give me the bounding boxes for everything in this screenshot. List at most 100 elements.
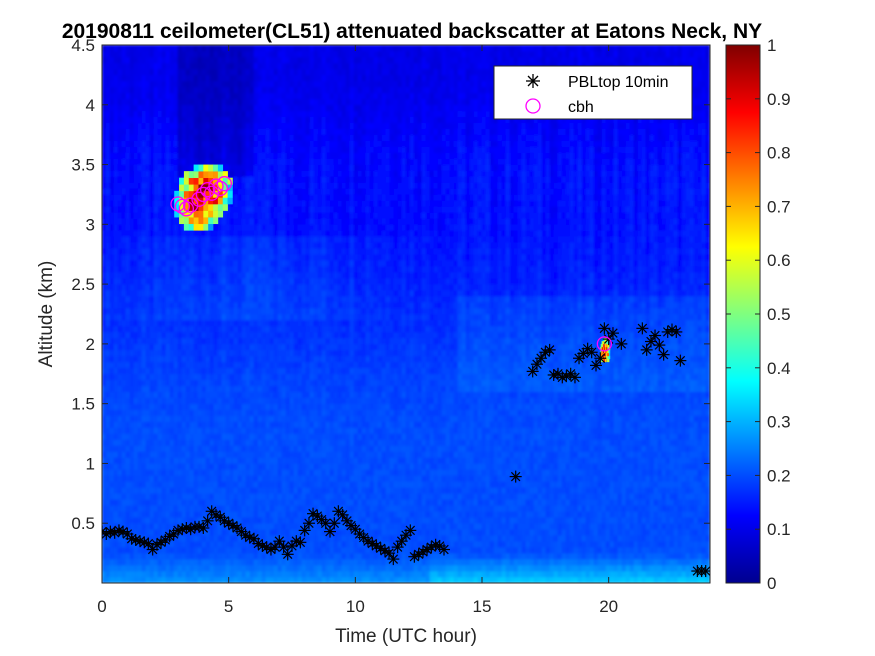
heatmap-cell — [105, 50, 111, 58]
heatmap-cell — [185, 92, 191, 100]
heatmap-cell — [201, 427, 207, 434]
heatmap-cell — [265, 546, 271, 554]
heatmap-cell — [221, 558, 227, 566]
heatmap-cell — [149, 445, 155, 452]
heatmap-cell — [281, 86, 287, 94]
heatmap-cell — [189, 367, 195, 375]
heatmap-cell — [257, 379, 263, 387]
heatmap-cell — [161, 349, 167, 357]
heatmap-cell — [237, 56, 243, 64]
heatmap-cell — [273, 433, 279, 440]
heatmap-cell — [253, 343, 259, 351]
heatmap-cell — [189, 62, 195, 70]
heatmap-cell — [317, 409, 323, 416]
heatmap-cell — [309, 122, 315, 129]
heatmap-cell — [305, 576, 311, 583]
heatmap-cell — [301, 158, 307, 165]
heatmap-cell — [285, 504, 291, 512]
heatmap-cell — [149, 271, 155, 279]
heatmap-cell — [317, 295, 323, 303]
heatmap-cell — [293, 475, 299, 482]
heatmap-cell — [121, 116, 127, 124]
heatmap-cell — [273, 247, 279, 255]
heatmap-cell — [285, 86, 291, 94]
heatmap-cell — [281, 415, 287, 422]
heatmap-cell — [309, 247, 315, 255]
heatmap-cell — [245, 45, 251, 52]
heatmap-cell — [253, 92, 259, 100]
heatmap-cell — [125, 433, 131, 440]
heatmap-cell — [233, 224, 239, 231]
heatmap-cell — [249, 176, 255, 183]
heatmap-cell — [285, 469, 291, 476]
heatmap-cell — [297, 271, 303, 279]
heatmap-cell — [169, 457, 175, 464]
heatmap-cell — [237, 218, 243, 225]
heatmap-cell — [309, 343, 315, 351]
heatmap-cell — [161, 445, 167, 452]
heatmap-cell — [181, 283, 187, 291]
heatmap-cell — [277, 522, 283, 530]
heatmap-cell — [309, 307, 315, 315]
heatmap-cell — [289, 487, 295, 494]
heatmap-cell — [273, 319, 279, 327]
heatmap-cell — [105, 427, 111, 434]
heatmap-cell — [105, 534, 111, 542]
heatmap-cell — [261, 355, 267, 363]
heatmap-cell — [257, 56, 263, 64]
heatmap-cell — [153, 355, 159, 363]
heatmap-cell — [173, 504, 179, 512]
heatmap-cell — [137, 451, 143, 458]
heatmap-cell — [205, 74, 211, 82]
heatmap-cell — [241, 319, 247, 327]
heatmap-cell — [197, 409, 203, 416]
heatmap-cell — [257, 212, 263, 219]
heatmap-cell — [185, 558, 191, 566]
heatmap-cell — [277, 331, 283, 339]
heatmap-cell — [145, 104, 151, 112]
heatmap-cell — [233, 295, 239, 303]
heatmap-cell — [181, 86, 187, 94]
heatmap-cell — [241, 128, 247, 135]
heatmap-cell — [197, 235, 203, 243]
heatmap-cell — [145, 493, 151, 500]
heatmap-cell — [117, 277, 123, 285]
heatmap-cell — [305, 552, 311, 560]
heatmap-cell — [233, 176, 239, 183]
heatmap-cell — [189, 230, 195, 237]
heatmap-cell — [277, 313, 283, 321]
heatmap-cell — [125, 421, 131, 428]
heatmap-cell — [153, 421, 159, 428]
heatmap-cell — [102, 552, 107, 560]
heatmap-cell — [181, 439, 187, 446]
heatmap-cell — [185, 301, 191, 309]
heatmap-cell — [157, 391, 163, 398]
heatmap-cell — [277, 176, 283, 183]
heatmap-cell — [301, 218, 307, 225]
heatmap-cell — [297, 92, 303, 100]
heatmap-cell — [265, 253, 271, 261]
heatmap-cell — [181, 253, 187, 261]
heatmap-cell — [181, 427, 187, 434]
heatmap-cell — [173, 265, 179, 273]
heatmap-cell — [153, 504, 159, 512]
heatmap-cell — [121, 110, 127, 118]
heatmap-cell — [141, 45, 147, 52]
heatmap-cell — [193, 295, 199, 303]
heatmap-cell — [297, 546, 303, 554]
heatmap-cell — [157, 313, 163, 321]
heatmap-cell — [117, 212, 123, 219]
heatmap-cell — [289, 128, 295, 135]
heatmap-cell — [137, 152, 143, 159]
heatmap-cell — [149, 230, 155, 237]
heatmap-cell — [201, 289, 207, 297]
heatmap-cell — [269, 313, 275, 321]
heatmap-cell — [141, 373, 147, 381]
heatmap-cell — [102, 510, 107, 518]
heatmap-cell — [313, 235, 319, 243]
heatmap-cell — [205, 98, 211, 106]
heatmap-cell — [241, 116, 247, 124]
heatmap-cell — [309, 433, 315, 440]
heatmap-cell — [293, 230, 299, 237]
heatmap-cell — [301, 343, 307, 351]
